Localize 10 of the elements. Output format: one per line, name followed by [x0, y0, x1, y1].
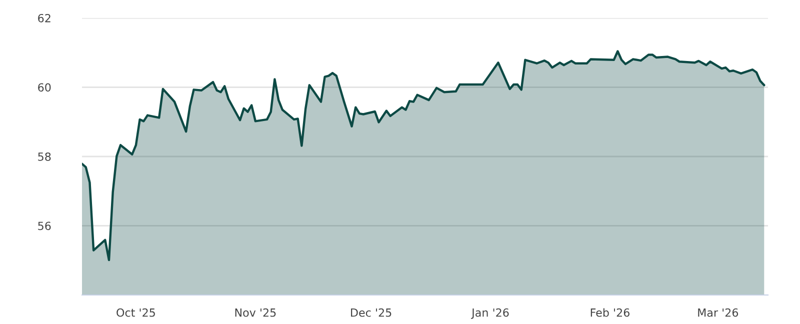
x-tick-label: Mar '26 — [698, 308, 738, 317]
x-tick-label: Dec '25 — [351, 308, 392, 317]
y-tick-label: 60 — [38, 83, 51, 92]
y-tick-label: 58 — [38, 152, 51, 161]
x-tick-label: Feb '26 — [590, 308, 630, 317]
y-tick-label: 56 — [38, 222, 51, 230]
x-tick-label: Jan '26 — [471, 308, 509, 319]
x-tick-label: Oct '25 — [116, 308, 155, 317]
x-tick-label: Nov '25 — [235, 308, 276, 317]
y-tick-label: 62 — [38, 14, 50, 22]
